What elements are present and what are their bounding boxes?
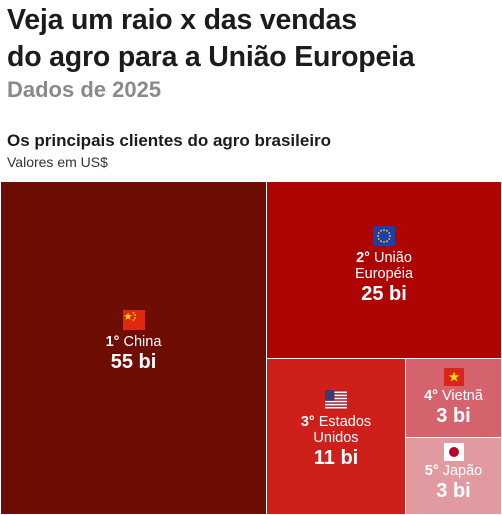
uniao-europeia-rank: 2° — [356, 250, 370, 266]
vietna-value: 3 bi — [436, 405, 471, 427]
japan-flag-icon — [443, 443, 464, 461]
headline-line-2: do agro para a União Europeia — [7, 41, 415, 73]
eu-flag-icon — [373, 226, 395, 246]
china-rank: 1° — [105, 334, 120, 350]
treemap-tile-estados-unidos: 3° Estados Unidos 11 bi — [266, 358, 406, 515]
vietna-rank: 4° — [424, 388, 438, 404]
china-value: 55 bi — [110, 351, 157, 373]
vietna-name: Vietnã — [442, 388, 483, 404]
usa-flag-icon — [325, 390, 347, 410]
uniao-europeia-name-line-1: União — [374, 250, 412, 266]
treemap-tile-uniao-europeia: 2° União Européia 25 bi — [266, 181, 502, 359]
estados-unidos-rank: 3° — [300, 414, 315, 430]
japao-name: Japão — [442, 463, 483, 479]
vietnam-flag-icon — [443, 368, 464, 386]
chart-title: Os principais clientes do agro brasileir… — [7, 131, 332, 150]
chart-subtitle: Valores em US$ — [7, 154, 108, 170]
treemap-chart: 1° China 55 bi 2° União — [0, 181, 502, 515]
japao-rank: 5° — [424, 463, 439, 479]
estados-unidos-name-line-1: Estados — [318, 414, 372, 430]
china-name: China — [123, 334, 162, 350]
subheadline: Dados de 2025 — [7, 77, 162, 102]
uniao-europeia-value: 25 bi — [361, 283, 407, 305]
china-flag-icon — [122, 310, 145, 330]
treemap-tile-china: 1° China 55 bi — [0, 181, 267, 515]
treemap-tile-japao: 5° Japão 3 bi — [405, 437, 502, 515]
estados-unidos-name-line-2: Unidos — [313, 430, 359, 446]
headline-line-1: Veja um raio x das vendas — [7, 4, 357, 36]
treemap-tile-vietna: 4° Vietnã 3 bi — [405, 358, 502, 438]
uniao-europeia-name-line-2: Européia — [354, 266, 414, 282]
estados-unidos-value: 11 bi — [313, 447, 359, 469]
japao-value: 3 bi — [436, 480, 471, 502]
headline: Veja um raio x das vendas do agro para a… — [7, 2, 502, 76]
